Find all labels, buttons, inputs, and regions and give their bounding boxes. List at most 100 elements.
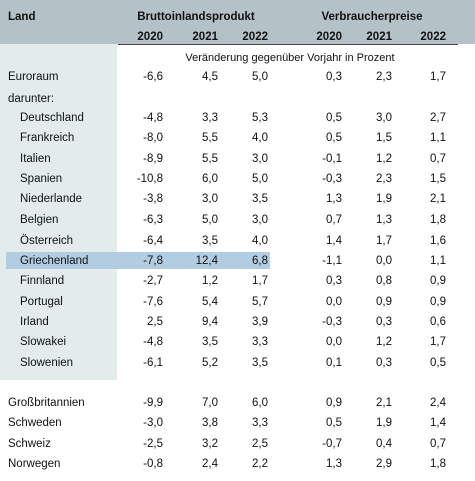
header-bip: Bruttoinlandsprodukt [137,11,255,23]
country-label: Slowakei [20,336,67,348]
table-cell: 0,6 [430,316,446,328]
table-cell: 1,2 [202,275,218,287]
table-cell: -2,7 [143,275,163,287]
table-cell: 1,6 [430,235,446,247]
table-cell: 3,9 [252,316,268,328]
country-label: Großbritannien [8,397,85,409]
table-cell: 2,5 [147,316,163,328]
table-cell: 0,1 [326,357,342,369]
table-cell: 0,7 [326,214,342,226]
table-cell: 5,0 [202,214,218,226]
table-cell: -3,0 [143,417,163,429]
table-cell: 5,5 [202,132,218,144]
table-cell: -6,3 [143,214,163,226]
table-cell: 0,5 [326,132,342,144]
table-cell: 1,2 [376,336,392,348]
table-cell: 0,3 [376,357,392,369]
table-cell: 0,3 [376,316,392,328]
table-cell: 5,7 [252,296,268,308]
year-header: 2022 [242,31,268,43]
table-cell: 5,2 [202,357,218,369]
table-cell: 7,0 [202,397,218,409]
header-vpi: Verbraucherpreise [321,11,423,23]
table-cell: -2,5 [143,438,163,450]
country-label: Deutschland [20,112,84,124]
table-cell: 0,7 [430,153,446,165]
country-label: Österreich [20,235,74,247]
table-cell: 12,4 [195,255,218,267]
table-cell: 1,4 [430,417,446,429]
table-cell: 1,9 [376,193,392,205]
table-cell: 0,3 [326,71,342,83]
year-header: 2021 [366,31,392,43]
country-label: Spanien [20,173,63,185]
table-cell: 6,8 [252,255,268,267]
country-label: darunter: [8,93,55,105]
table-cell: 3,2 [202,438,218,450]
table-cell: 2,4 [430,397,446,409]
table-cell: 1,8 [430,214,446,226]
table-cell: 5,3 [252,112,268,124]
table-cell: 3,5 [202,235,218,247]
year-header: 2021 [192,31,218,43]
table-cell: 2,3 [376,71,392,83]
header-land: Land [8,11,36,23]
country-label: Finnland [20,275,65,287]
table-cell: -9,9 [143,397,163,409]
table-cell: 3,8 [202,417,218,429]
country-label: Italien [20,153,51,165]
country-label: Euroraum [8,71,59,83]
table-cell: 3,3 [202,112,218,124]
table-cell: -0,3 [322,316,342,328]
country-label: Norwegen [8,458,61,470]
country-label: Niederlande [20,193,83,205]
table-cell: -7,8 [143,255,163,267]
table-cell: -6,4 [143,235,163,247]
table-cell: 0,9 [430,296,446,308]
table-cell: -6,1 [143,357,163,369]
table-cell: -8,0 [143,132,163,144]
table-cell: 3,5 [252,193,268,205]
table-cell: 1,7 [430,71,446,83]
table-cell: 5,0 [252,173,268,185]
table-cell: 5,5 [202,153,218,165]
country-label: Irland [20,316,49,328]
table-cell: -10,8 [136,173,163,185]
country-label: Griechenland [20,255,89,267]
table-cell: 2,4 [202,458,218,470]
table-subtitle: Veränderung gegenüber Vorjahr in Prozent [185,52,395,64]
header-rule [118,44,458,45]
table-cell: 1,8 [430,458,446,470]
table-cell: -4,8 [143,112,163,124]
table-cell: 6,0 [202,173,218,185]
table-cell: -6,6 [143,71,163,83]
table-cell: -1,1 [322,255,342,267]
year-header: 2022 [420,31,446,43]
table-cell: -0,7 [322,438,342,450]
table-cell: 0,0 [326,336,342,348]
table-cell: 0,5 [430,357,446,369]
table-cell: -0,8 [143,458,163,470]
table-cell: 3,0 [252,214,268,226]
table-cell: 3,0 [376,112,392,124]
table-cell: -4,8 [143,336,163,348]
table-cell: 2,3 [376,173,392,185]
table-cell: 1,3 [326,458,342,470]
year-header: 2020 [316,31,342,43]
country-label: Schweden [8,417,62,429]
table-cell: 1,5 [376,132,392,144]
table-cell: -3,8 [143,193,163,205]
table-cell: 2,1 [376,397,392,409]
table-cell: 2,7 [430,112,446,124]
table-cell: -8,9 [143,153,163,165]
header-band [0,0,475,44]
table-cell: 6,0 [252,397,268,409]
table-cell: 1,1 [430,132,446,144]
table-cell: 0,7 [430,438,446,450]
table-cell: 2,5 [252,438,268,450]
table-cell: 0,3 [326,275,342,287]
table-cell: 3,0 [202,193,218,205]
table-cell: 2,1 [430,193,446,205]
table-cell: 1,7 [376,235,392,247]
table-cell: 0,4 [376,438,392,450]
